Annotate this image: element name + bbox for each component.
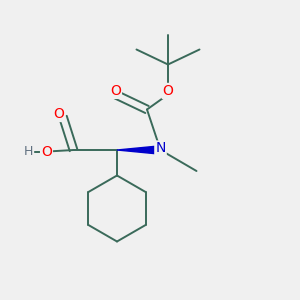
Text: O: O [163, 84, 173, 98]
Text: H: H [24, 145, 33, 158]
Text: O: O [53, 107, 64, 121]
Text: N: N [155, 142, 166, 155]
Text: O: O [41, 145, 52, 158]
Text: O: O [110, 84, 121, 98]
Polygon shape [117, 146, 160, 154]
